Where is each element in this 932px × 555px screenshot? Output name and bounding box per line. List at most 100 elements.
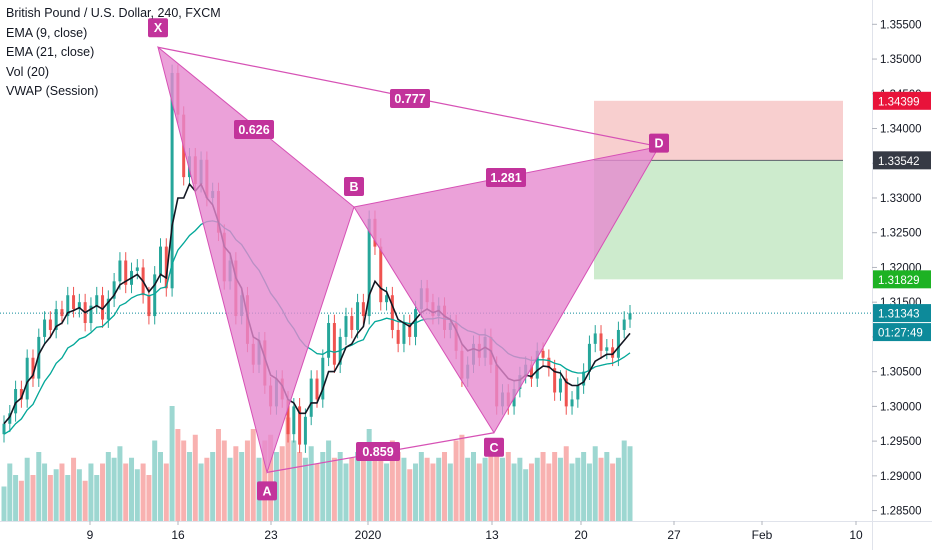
pattern-point-b-box bbox=[344, 177, 364, 197]
countdown-badge: 01:27:49 bbox=[873, 323, 931, 342]
candle-body bbox=[605, 347, 609, 351]
time-tick-label: 16 bbox=[171, 528, 185, 542]
candle-body bbox=[541, 350, 545, 358]
price-badges: 1.34399 1.33542 1.31829 1.31343 01:27:49 bbox=[873, 91, 931, 342]
price-badge-bg bbox=[873, 91, 931, 110]
volume-bar bbox=[586, 463, 592, 521]
time-tick-label: 23 bbox=[264, 528, 278, 542]
price-badge-bg bbox=[873, 304, 931, 323]
candle-body bbox=[628, 313, 632, 320]
volume-bar bbox=[552, 452, 558, 521]
volume-bar bbox=[169, 406, 175, 521]
price-badge-text: 1.31343 bbox=[878, 309, 920, 321]
volume-bar bbox=[523, 469, 529, 521]
volume-bar bbox=[47, 475, 53, 521]
pattern-point-d-box bbox=[649, 133, 669, 153]
time-axis[interactable]: 9 16 23 2020 13 20 27 Feb 10 bbox=[87, 521, 863, 542]
pattern-point-b: B bbox=[344, 177, 364, 197]
candle-body bbox=[402, 323, 406, 344]
candle-body bbox=[350, 316, 354, 330]
indicator-volume[interactable]: Vol (20) bbox=[6, 64, 50, 79]
volume-bar bbox=[250, 429, 256, 521]
price-tick-label: 1.30500 bbox=[880, 367, 922, 379]
candle-body bbox=[309, 378, 313, 417]
volume-bar bbox=[146, 475, 152, 521]
candle-body bbox=[379, 246, 383, 303]
chart-legend: British Pound / U.S. Dollar, 240, FXCM E… bbox=[6, 4, 221, 102]
volume-bar bbox=[517, 457, 523, 521]
indicator-ema-21[interactable]: EMA (21, close) bbox=[6, 45, 95, 59]
volume-bar bbox=[308, 446, 314, 521]
volume-bar bbox=[152, 440, 158, 521]
volume-bar bbox=[569, 463, 575, 521]
indicator-ema-9[interactable]: EMA (9, close) bbox=[6, 25, 88, 40]
volume-bar bbox=[18, 480, 24, 521]
volume-bar bbox=[575, 457, 581, 521]
volume-bar bbox=[418, 452, 424, 521]
price-tick-label: 1.29000 bbox=[880, 471, 922, 483]
volume-bar bbox=[291, 440, 297, 521]
volume-bar bbox=[476, 463, 482, 521]
volume-bar bbox=[140, 463, 146, 521]
harmonic-pattern[interactable]: X A B C D 0.626 0.777 1.281 0.859 bbox=[148, 18, 669, 501]
volume-bar bbox=[123, 463, 129, 521]
ratio-xb-label-box bbox=[234, 120, 274, 139]
price-tick-label: 1.30000 bbox=[880, 401, 922, 413]
candle-body bbox=[48, 319, 52, 330]
candle-body bbox=[558, 378, 562, 393]
time-tick-label: 9 bbox=[87, 528, 94, 542]
candle-body bbox=[77, 302, 81, 310]
ratio-bd-label: 1.281 bbox=[486, 168, 526, 187]
price-badge-text: 1.31829 bbox=[878, 275, 920, 287]
volume-bar bbox=[604, 452, 610, 521]
volume-bar bbox=[337, 452, 343, 521]
candle-body bbox=[43, 319, 47, 337]
pattern-point-c: C bbox=[484, 437, 504, 457]
volume-bar bbox=[186, 452, 192, 521]
volume-bar bbox=[349, 457, 355, 521]
ratio-xb-label-text: 0.626 bbox=[238, 123, 269, 137]
indicator-vwap[interactable]: VWAP (Session) bbox=[6, 84, 99, 98]
symbol-title[interactable]: British Pound / U.S. Dollar, 240, FXCM bbox=[6, 6, 221, 20]
volume-bar bbox=[528, 463, 534, 521]
candle-body bbox=[332, 323, 336, 365]
volume-bar bbox=[499, 457, 505, 521]
price-tick-label: 1.34000 bbox=[880, 124, 922, 136]
volume-bar bbox=[94, 475, 100, 521]
pattern-point-d-text: D bbox=[654, 137, 663, 151]
volume-bar bbox=[627, 446, 633, 521]
candle-body bbox=[292, 406, 296, 435]
volume-bar bbox=[389, 440, 395, 521]
candle-body bbox=[535, 350, 539, 379]
volume-bar bbox=[534, 457, 540, 521]
ratio-xd-label-box bbox=[390, 89, 430, 108]
price-badge: 1.31343 bbox=[873, 304, 931, 323]
volume-bar bbox=[158, 452, 163, 521]
volume-bar bbox=[134, 469, 140, 521]
volume-bar bbox=[204, 457, 210, 521]
ratio-xd-label-text: 0.777 bbox=[394, 92, 425, 106]
candle-body bbox=[564, 378, 568, 407]
volume-bar bbox=[314, 463, 320, 521]
volume-bar bbox=[621, 440, 627, 521]
volume-bar bbox=[546, 463, 552, 521]
candle-body bbox=[611, 347, 615, 358]
volume-bar bbox=[244, 440, 250, 521]
candle-body bbox=[72, 295, 76, 310]
volume-bar bbox=[297, 452, 303, 521]
volume-bar bbox=[424, 457, 430, 521]
price-tick-label: 1.33000 bbox=[880, 193, 922, 205]
candle-body bbox=[286, 399, 290, 435]
volume-bar bbox=[459, 434, 465, 521]
time-tick-label: 13 bbox=[485, 528, 499, 542]
volume-bar bbox=[163, 463, 169, 521]
candle-body bbox=[390, 295, 394, 330]
candle-body bbox=[118, 260, 122, 282]
volume-bar bbox=[1, 486, 7, 521]
price-tick-label: 1.32500 bbox=[880, 228, 922, 240]
volume-bar bbox=[407, 469, 413, 521]
pattern-point-x: X bbox=[148, 18, 168, 38]
candle-body bbox=[298, 406, 302, 445]
